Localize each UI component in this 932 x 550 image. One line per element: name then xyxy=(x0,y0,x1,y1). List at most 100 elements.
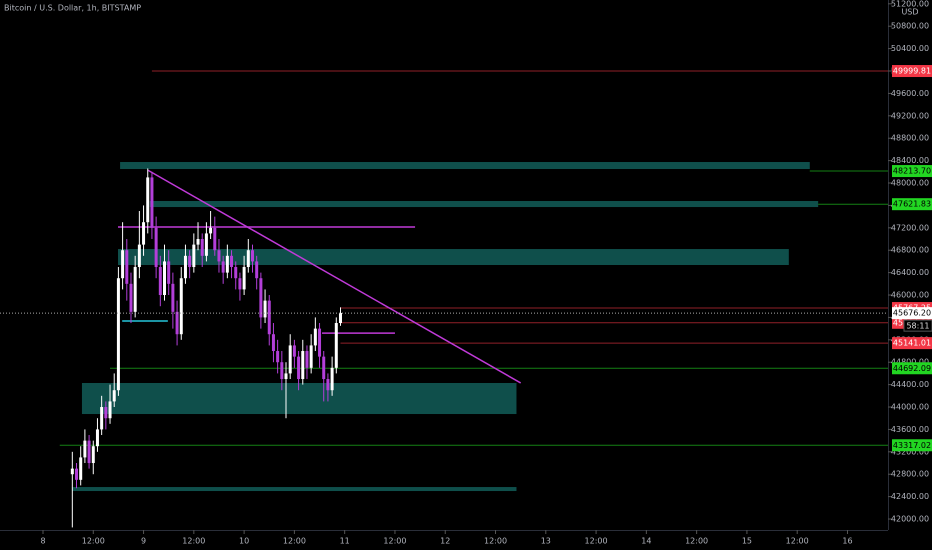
candle-body xyxy=(242,267,246,290)
candle-body xyxy=(125,250,129,284)
y-tick-label: 49200.00 xyxy=(891,111,929,120)
candle-body xyxy=(255,261,259,279)
x-tick-label: 12 xyxy=(440,537,450,546)
y-tick-label: 44000.00 xyxy=(891,403,929,412)
candle-body xyxy=(154,227,158,268)
countdown-box xyxy=(903,319,932,332)
candle-body xyxy=(292,345,296,357)
last-price-label: 45676.20 xyxy=(893,309,931,318)
candle-body xyxy=(116,278,120,391)
candle-body xyxy=(158,267,162,296)
x-tick-label: 9 xyxy=(141,537,146,546)
candle-body xyxy=(104,407,108,419)
candle-body xyxy=(171,283,175,312)
candle-body xyxy=(129,283,133,312)
zone xyxy=(149,200,819,208)
zone xyxy=(117,249,789,265)
level-label-box xyxy=(892,439,932,452)
candle-body xyxy=(163,261,167,296)
candle-body xyxy=(121,250,125,279)
x-tick-label: 12:00 xyxy=(685,537,708,546)
candle-body xyxy=(137,244,141,268)
level-label-box xyxy=(892,165,932,178)
candle-body xyxy=(146,177,150,223)
last-price-box xyxy=(892,307,932,320)
y-tick-label: 50800.00 xyxy=(891,22,929,31)
candle-body xyxy=(246,250,250,268)
zone xyxy=(71,487,517,492)
candle-body xyxy=(318,328,322,357)
x-tick-label: 13 xyxy=(541,537,551,546)
candle-body xyxy=(204,233,208,256)
candle-body xyxy=(271,334,275,352)
candle-body xyxy=(142,222,146,245)
candle-body xyxy=(213,227,217,251)
level-label-box xyxy=(892,362,932,375)
y-tick-label: 42800.00 xyxy=(891,470,929,479)
y-tick-label: 49600.00 xyxy=(891,89,929,98)
x-tick-label: 12:00 xyxy=(182,537,205,546)
candle-body xyxy=(263,300,267,318)
level-label: 45141.01 xyxy=(893,339,931,348)
candle-body xyxy=(175,311,179,335)
plot-area xyxy=(0,70,888,528)
candle-body xyxy=(179,278,183,335)
zone xyxy=(120,162,810,170)
candle-body xyxy=(167,261,171,284)
candle-body xyxy=(217,250,221,262)
candle-body xyxy=(338,312,342,324)
candle-body xyxy=(250,250,254,262)
candle-body xyxy=(259,278,263,318)
candle-body xyxy=(183,255,187,279)
y-tick-label: 46000.00 xyxy=(891,291,929,300)
level-label-box xyxy=(892,198,932,211)
x-tick-label: 15 xyxy=(742,537,752,546)
candle-body xyxy=(196,239,200,245)
x-tick-label: 12:00 xyxy=(383,537,406,546)
x-tick-label: 8 xyxy=(40,537,45,546)
candle-body xyxy=(150,177,154,228)
candle-body xyxy=(313,328,317,346)
y-tick-label: 48800.00 xyxy=(891,134,929,143)
level-label: 49999.81 xyxy=(893,67,931,76)
candle-body xyxy=(79,457,83,480)
y-tick-label: 48000.00 xyxy=(891,179,929,188)
candle-body xyxy=(301,351,305,380)
candle-body xyxy=(75,468,79,480)
countdown: 58:11 xyxy=(906,322,929,331)
currency-label: USD xyxy=(901,8,918,17)
candle-body xyxy=(108,401,112,419)
candle-body xyxy=(238,278,242,290)
x-tick-label: 12:00 xyxy=(82,537,105,546)
y-tick-label: 51200.00 xyxy=(891,0,929,8)
candle-body xyxy=(334,323,338,368)
level-label-box xyxy=(892,337,932,350)
level-label: 48213.70 xyxy=(893,167,931,176)
x-tick-label: 12:00 xyxy=(283,537,306,546)
x-tick-label: 12:00 xyxy=(585,537,608,546)
candle-body xyxy=(112,390,116,402)
candle-body xyxy=(284,373,288,380)
candle-body xyxy=(221,261,225,273)
candle-body xyxy=(267,300,271,335)
y-tick-label: 46400.00 xyxy=(891,268,929,277)
candle-body xyxy=(234,267,238,279)
y-tick-label: 50400.00 xyxy=(891,44,929,53)
candle-body xyxy=(225,255,229,273)
level-label-box xyxy=(892,65,932,78)
candle-body xyxy=(309,345,313,368)
candle-body xyxy=(288,345,292,374)
candle-body xyxy=(70,468,74,475)
y-tick-label: 43600.00 xyxy=(891,425,929,434)
candle-body xyxy=(276,351,280,363)
candle-body xyxy=(133,267,137,312)
y-tick-label: 43200.00 xyxy=(891,447,929,456)
y-tick-label: 47200.00 xyxy=(891,223,929,232)
x-tick-label: 14 xyxy=(641,537,651,546)
y-tick-label: 44400.00 xyxy=(891,380,929,389)
level-label: 43317.02 xyxy=(893,441,931,450)
candle-body xyxy=(330,367,334,391)
